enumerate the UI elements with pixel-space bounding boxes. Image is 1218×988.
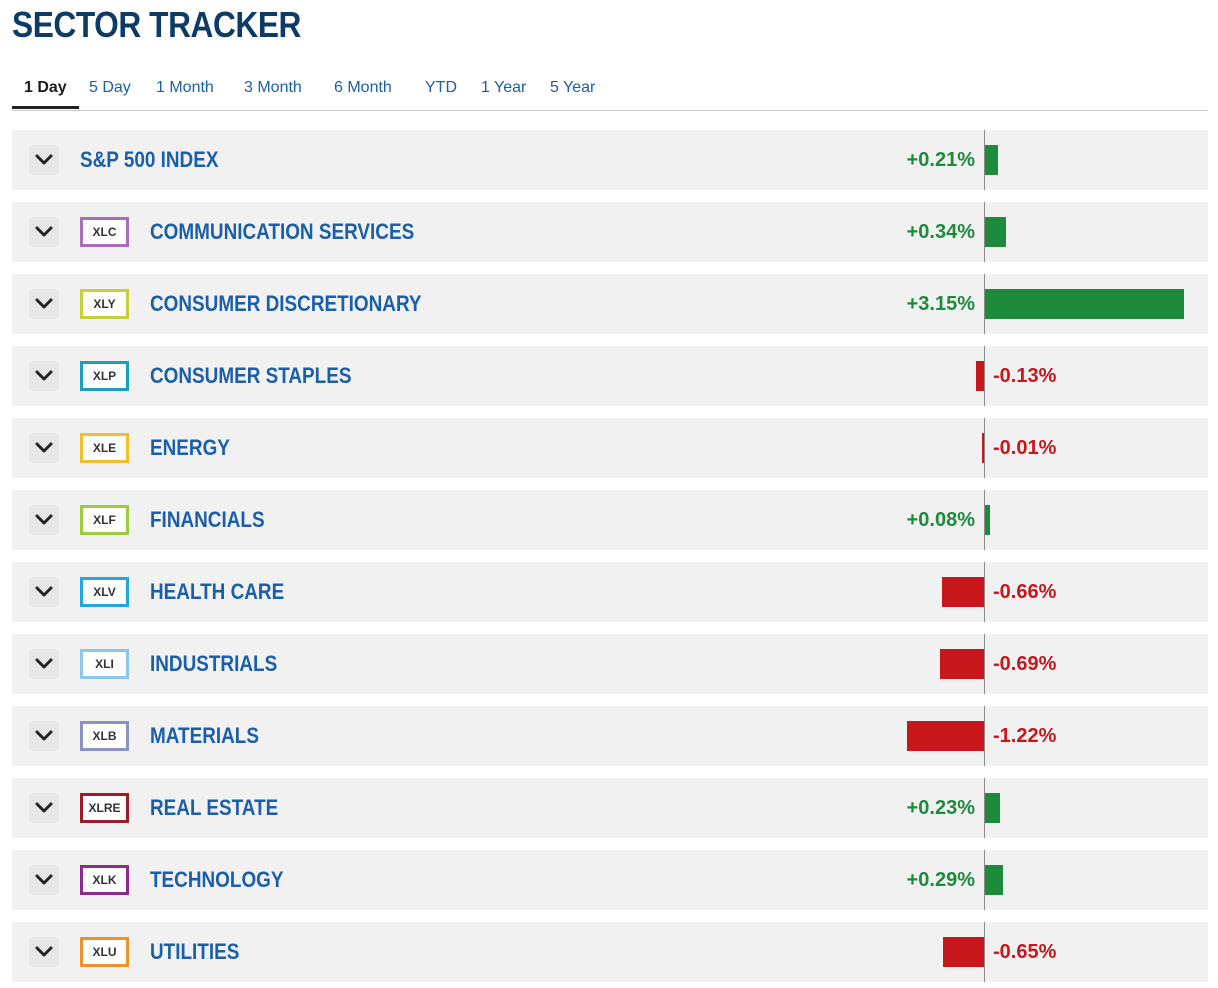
performance-bar [940, 649, 984, 679]
chevron-down-icon[interactable] [29, 865, 59, 895]
zero-axis [984, 634, 985, 694]
zero-axis [984, 922, 985, 982]
sector-name[interactable]: MATERIALS [150, 723, 259, 748]
zero-axis [984, 418, 985, 478]
performance-bar [982, 433, 984, 463]
tab-1-month[interactable]: 1 Month [156, 79, 214, 96]
percent-change: -0.69% [993, 653, 1057, 675]
sector-name[interactable]: COMMUNICATION SERVICES [150, 219, 415, 244]
ticker-badge: XLK [80, 865, 129, 895]
percent-change: +0.23% [906, 797, 975, 819]
sector-name[interactable]: CONSUMER STAPLES [150, 363, 352, 388]
sector-name[interactable]: CONSUMER DISCRETIONARY [150, 291, 422, 316]
percent-change: -0.65% [993, 941, 1057, 963]
sector-row-consumer-staples[interactable]: XLP CONSUMER STAPLES -0.13% [12, 346, 1208, 406]
period-tabs: 1 Day 5 Day 1 Month 3 Month 6 Month YTD 1 Year… [12, 70, 1208, 111]
ticker-badge: XLE [80, 433, 129, 463]
tab-5-day[interactable]: 5 Day [89, 79, 131, 96]
sector-name[interactable]: TECHNOLOGY [150, 867, 284, 892]
sector-name[interactable]: INDUSTRIALS [150, 651, 278, 676]
percent-change: -1.22% [993, 725, 1057, 747]
performance-bar [985, 145, 998, 175]
ticker-badge: XLP [80, 361, 129, 391]
zero-axis [984, 490, 985, 550]
tab-1-year[interactable]: 1 Year [481, 79, 527, 96]
sector-row-technology[interactable]: XLK TECHNOLOGY +0.29% [12, 850, 1208, 910]
tab-ytd[interactable]: YTD [425, 79, 457, 96]
zero-axis [984, 778, 985, 838]
sector-name[interactable]: FINANCIALS [150, 507, 265, 532]
percent-change: -0.13% [993, 365, 1057, 387]
ticker-badge: XLY [80, 289, 129, 319]
sector-row-health-care[interactable]: XLV HEALTH CARE -0.66% [12, 562, 1208, 622]
sector-row-industrials[interactable]: XLI INDUSTRIALS -0.69% [12, 634, 1208, 694]
performance-bar [976, 361, 984, 391]
tab-6-month[interactable]: 6 Month [334, 79, 392, 96]
ticker-badge: XLU [80, 937, 129, 967]
zero-axis [984, 274, 985, 334]
sector-row-utilities[interactable]: XLU UTILITIES -0.65% [12, 922, 1208, 982]
performance-bar [985, 217, 1006, 247]
ticker-badge: XLC [80, 217, 129, 247]
percent-change: -0.01% [993, 437, 1057, 459]
sector-name[interactable]: ENERGY [150, 435, 230, 460]
percent-change: +3.15% [906, 293, 975, 315]
chevron-down-icon[interactable] [29, 217, 59, 247]
percent-change: +0.29% [906, 869, 975, 891]
ticker-badge: XLRE [80, 793, 129, 823]
percent-change: +0.21% [906, 149, 975, 171]
tab-3-month[interactable]: 3 Month [244, 79, 302, 96]
sector-row-real-estate[interactable]: XLRE REAL ESTATE +0.23% [12, 778, 1208, 838]
chevron-down-icon[interactable] [29, 361, 59, 391]
sector-name[interactable]: HEALTH CARE [150, 579, 285, 604]
zero-axis [984, 850, 985, 910]
sector-row-materials[interactable]: XLB MATERIALS -1.22% [12, 706, 1208, 766]
performance-bar [942, 577, 984, 607]
percent-change: -0.66% [993, 581, 1057, 603]
percent-change: +0.08% [906, 509, 975, 531]
sector-name[interactable]: REAL ESTATE [150, 795, 279, 820]
ticker-badge: XLF [80, 505, 129, 535]
performance-bar [943, 937, 984, 967]
ticker-badge: XLV [80, 577, 129, 607]
tab-1-day[interactable]: 1 Day [12, 78, 79, 109]
performance-bar [907, 721, 984, 751]
chevron-down-icon[interactable] [29, 721, 59, 751]
performance-bar [985, 505, 990, 535]
tab-5-year[interactable]: 5 Year [550, 79, 596, 96]
zero-axis [984, 202, 985, 262]
sector-row-financials[interactable]: XLF FINANCIALS +0.08% [12, 490, 1208, 550]
ticker-badge: XLI [80, 649, 129, 679]
chevron-down-icon[interactable] [29, 937, 59, 967]
performance-bar [985, 865, 1003, 895]
chevron-down-icon[interactable] [29, 145, 59, 175]
percent-change: +0.34% [906, 221, 975, 243]
sector-row-consumer-discretionary[interactable]: XLY CONSUMER DISCRETIONARY +3.15% [12, 274, 1208, 334]
zero-axis [984, 130, 985, 190]
performance-bar [985, 289, 1184, 319]
chevron-down-icon[interactable] [29, 577, 59, 607]
sector-name[interactable]: S&P 500 INDEX [80, 147, 219, 172]
zero-axis [984, 706, 985, 766]
zero-axis [984, 562, 985, 622]
sector-row-sandp-500-index[interactable]: S&P 500 INDEX +0.21% [12, 130, 1208, 190]
chevron-down-icon[interactable] [29, 505, 59, 535]
chevron-down-icon[interactable] [29, 649, 59, 679]
sector-row-energy[interactable]: XLE ENERGY -0.01% [12, 418, 1208, 478]
performance-bar [985, 793, 1000, 823]
sector-row-communication-services[interactable]: XLC COMMUNICATION SERVICES +0.34% [12, 202, 1208, 262]
chevron-down-icon[interactable] [29, 793, 59, 823]
zero-axis [984, 346, 985, 406]
ticker-badge: XLB [80, 721, 129, 751]
chevron-down-icon[interactable] [29, 433, 59, 463]
chevron-down-icon[interactable] [29, 289, 59, 319]
sector-name[interactable]: UTILITIES [150, 939, 240, 964]
page-title: SECTOR TRACKER [12, 4, 301, 45]
